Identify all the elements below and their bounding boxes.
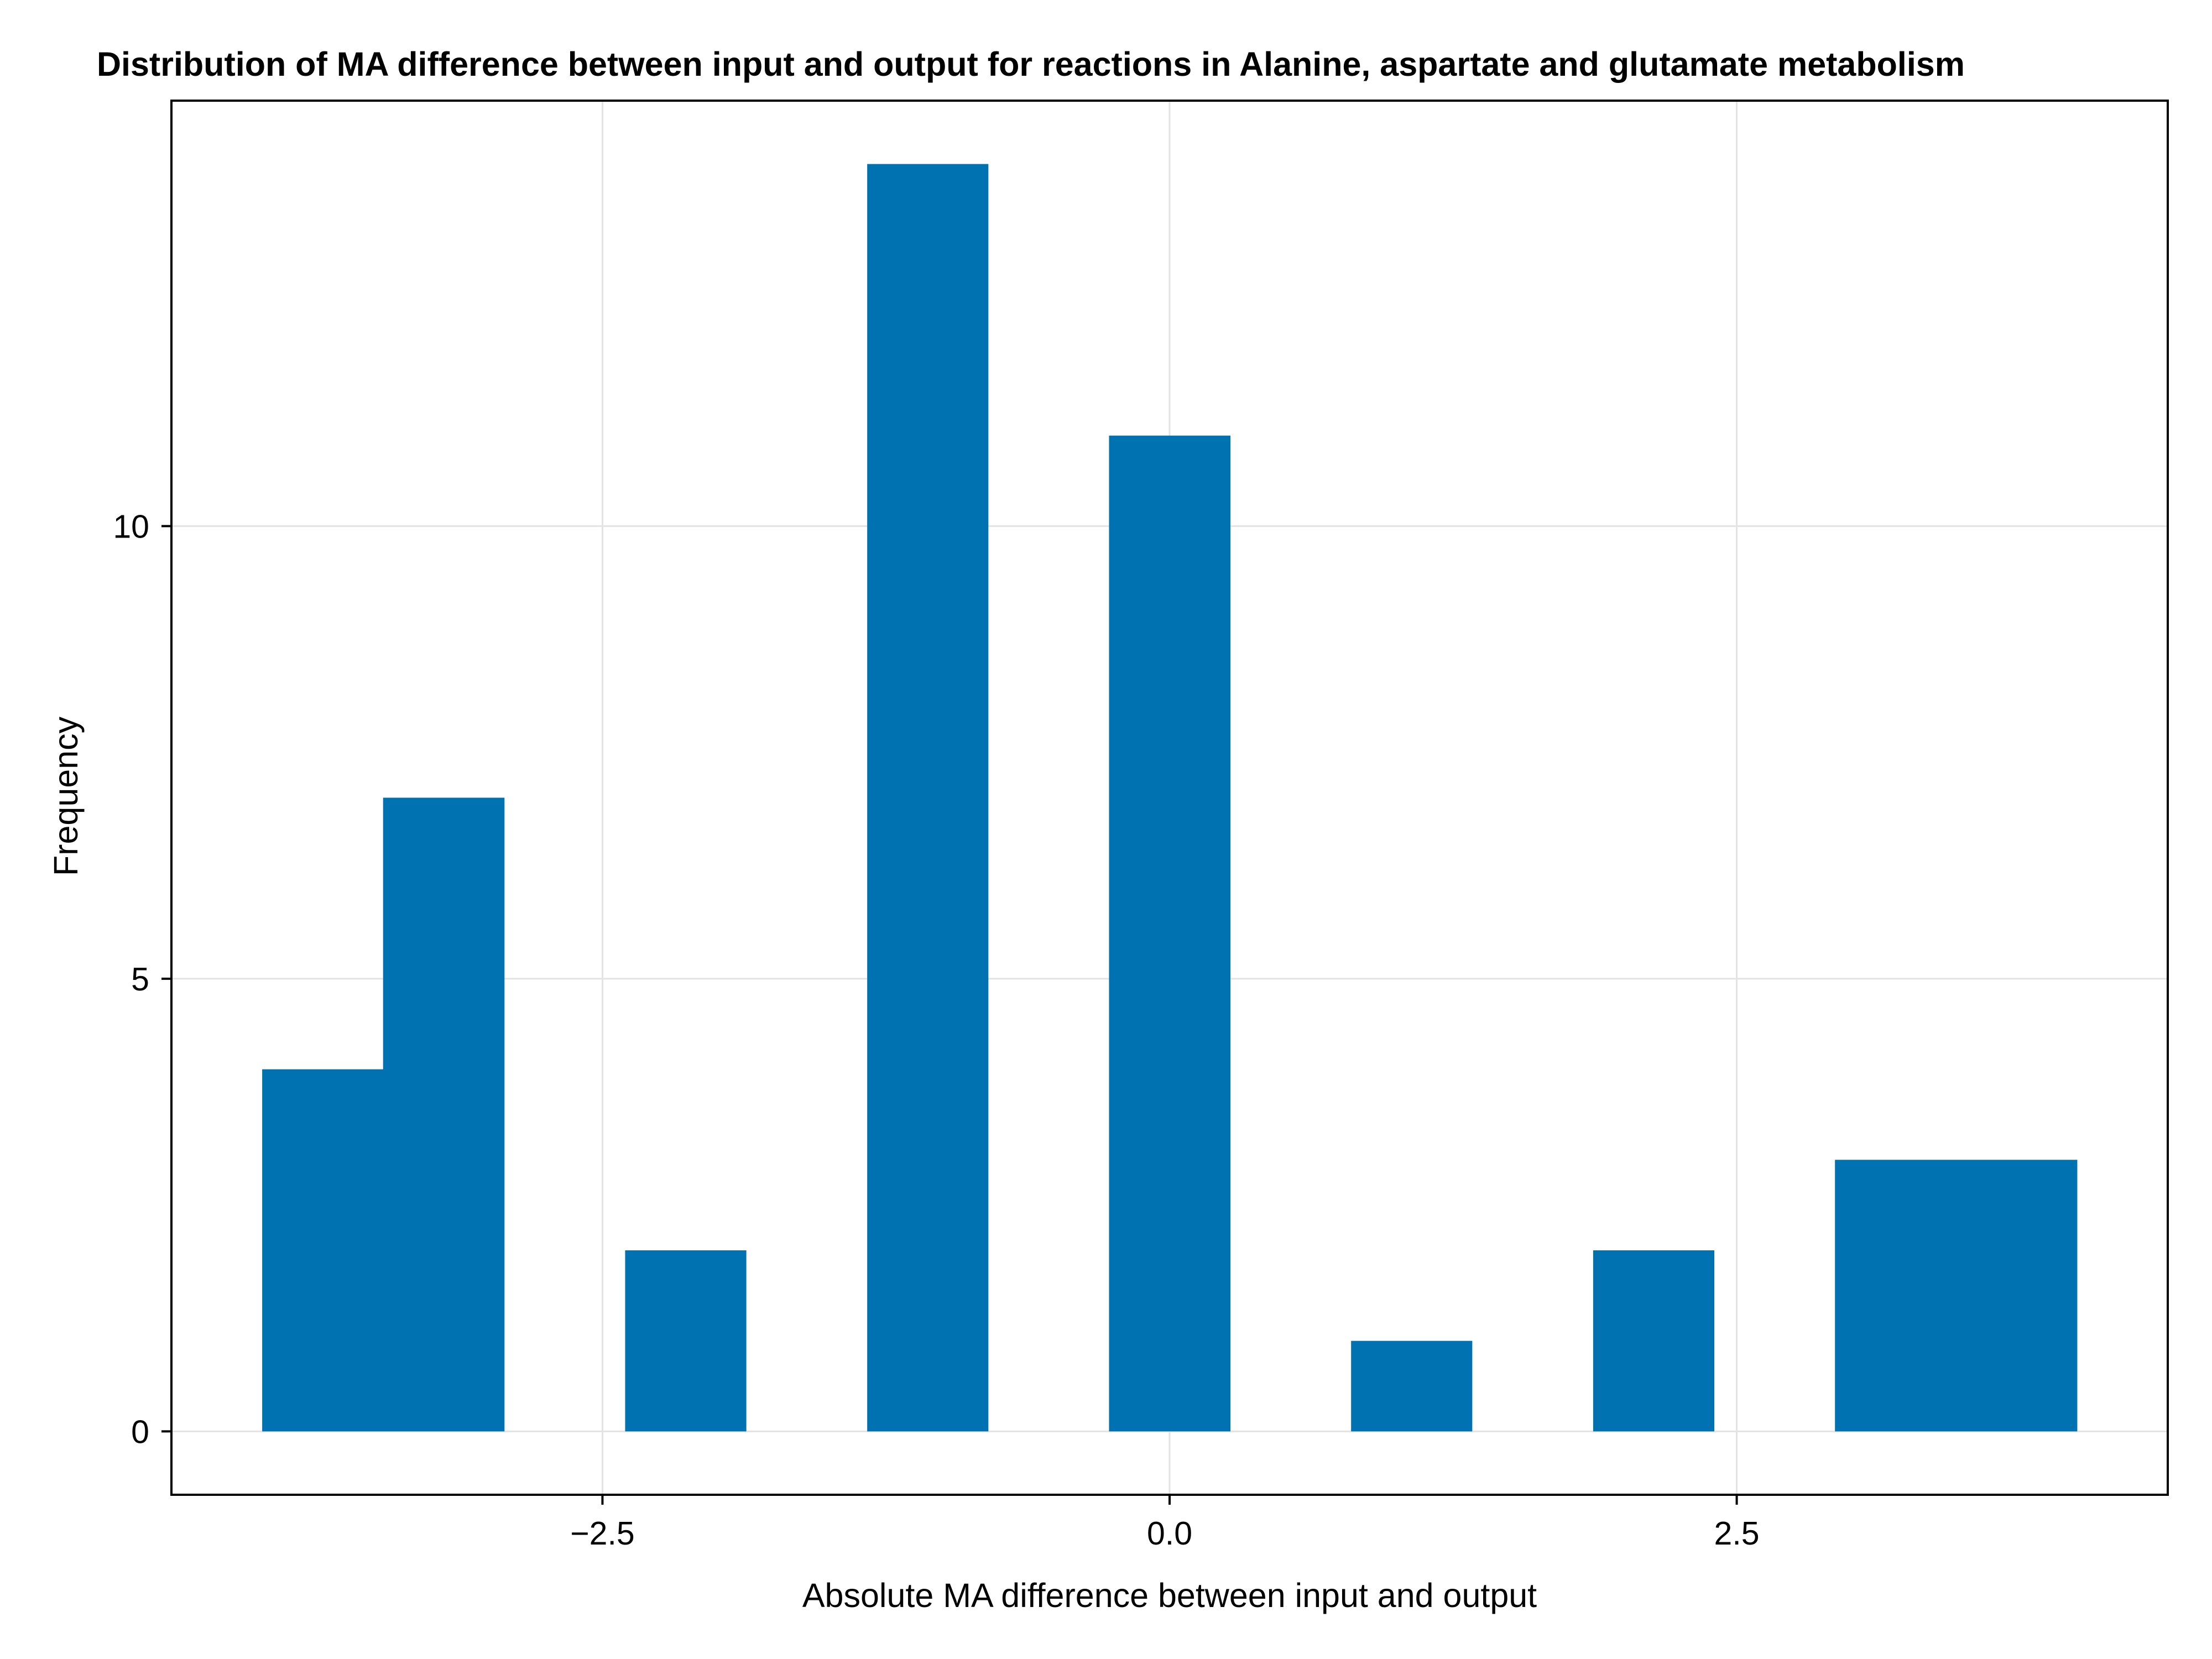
x-tick-label: 0.0 (1147, 1515, 1192, 1552)
histogram-bar (262, 1069, 384, 1432)
x-axis-label: Absolute MA difference between input and… (802, 1577, 1537, 1614)
histogram-bars (262, 164, 2078, 1432)
histogram-bar (1109, 435, 1231, 1432)
histogram-bar (625, 1250, 747, 1432)
histogram-bar (1835, 1160, 1957, 1432)
histogram-bar (867, 164, 989, 1432)
y-tick-label: 5 (131, 961, 149, 998)
histogram-bar (1351, 1340, 1473, 1432)
histogram-bar (1593, 1250, 1715, 1432)
y-tick-label: 0 (131, 1413, 149, 1450)
y-axis-label: Frequency (47, 716, 85, 876)
histogram-bar (383, 797, 505, 1432)
x-tick-label: 2.5 (1714, 1515, 1760, 1552)
y-tick-label: 10 (113, 508, 149, 545)
y-axis-ticks: 0 5 10 (113, 508, 171, 1450)
x-tick-label: −2.5 (570, 1515, 634, 1552)
x-axis-ticks: −2.5 0.0 2.5 (570, 1495, 1760, 1552)
histogram-bar (1956, 1160, 2078, 1432)
chart-title: Distribution of MA difference between in… (97, 45, 1965, 83)
plot-area: −2.5 0.0 2.5 0 5 10 (113, 100, 2169, 1552)
